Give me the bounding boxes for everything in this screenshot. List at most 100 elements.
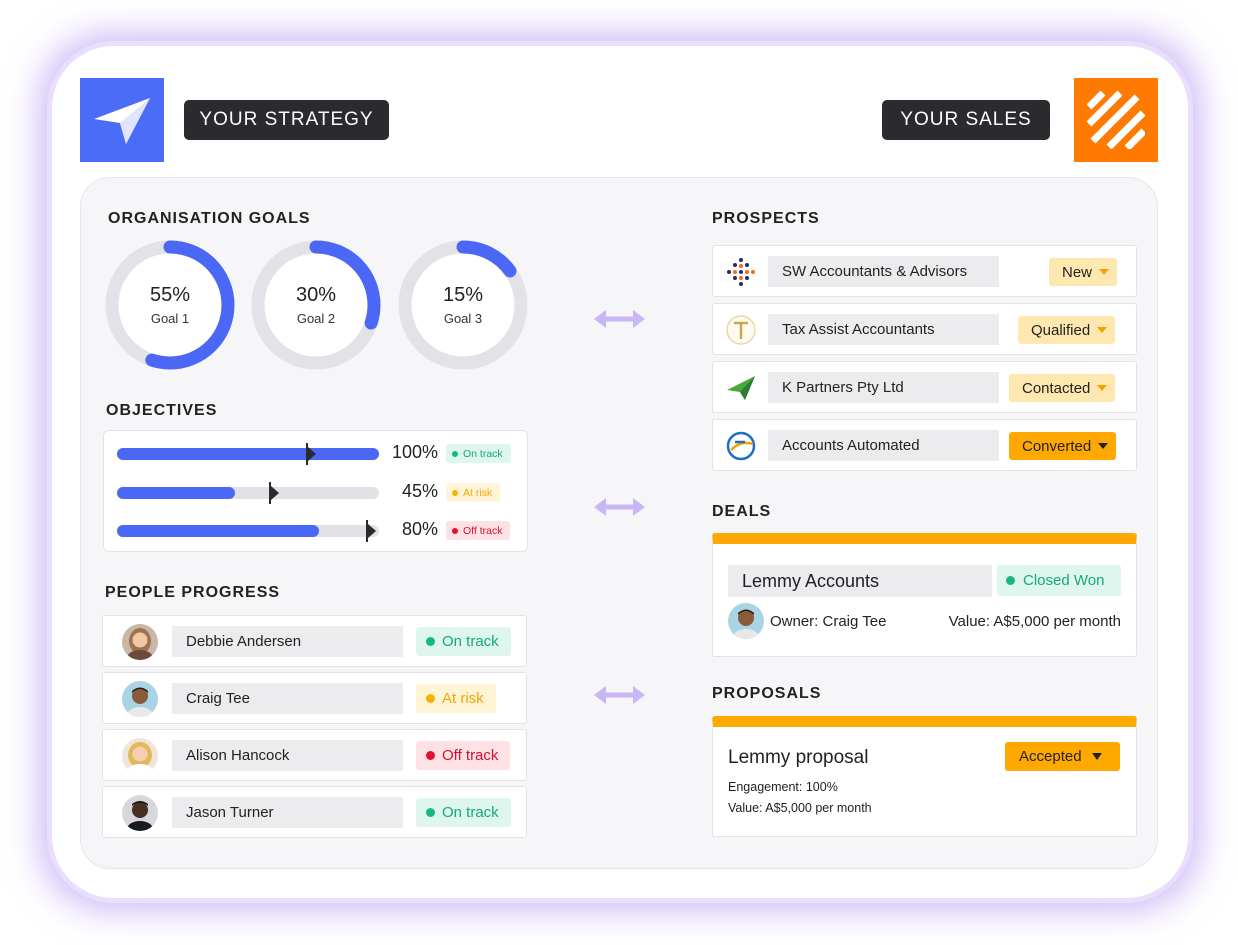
- deal-card[interactable]: Lemmy Accounts Closed Won Owner: Craig T…: [712, 533, 1137, 657]
- proposal-card[interactable]: Lemmy proposal Accepted Engagement: 100%…: [712, 716, 1137, 837]
- proposal-status-dropdown[interactable]: Accepted: [1005, 742, 1120, 771]
- objective-progress-fill: [117, 448, 379, 460]
- prospect-status-text: Qualified: [1031, 321, 1091, 339]
- objective-percent: 80%: [401, 519, 438, 539]
- proposal-engagement: Engagement: 100%: [728, 780, 838, 794]
- tax-assist-logo-icon: [726, 315, 756, 345]
- avatar: [122, 624, 158, 660]
- person-status-text: Off track: [442, 747, 499, 764]
- avatar: [122, 738, 158, 774]
- avatar: [728, 603, 764, 639]
- objective-status-badge: Off track: [446, 521, 511, 540]
- chevron-down-icon: [1099, 269, 1110, 275]
- objective-progress-fill: [117, 487, 235, 499]
- chevron-down-icon: [1091, 753, 1102, 760]
- objective-row: 80% Off track: [104, 518, 529, 542]
- objectives-title: OBJECTIVES: [106, 402, 218, 419]
- goal-donut: 15% Goal 3: [398, 240, 528, 370]
- prospect-row[interactable]: SW Accountants & Advisors New: [712, 245, 1137, 297]
- prospect-row[interactable]: Accounts Automated Converted: [712, 419, 1137, 471]
- person-row[interactable]: Alison Hancock Off track: [102, 729, 527, 781]
- objective-target-marker: [365, 520, 376, 542]
- prospect-name: K Partners Pty Ltd: [768, 372, 999, 403]
- prospect-status-dropdown[interactable]: New: [1049, 258, 1118, 286]
- prospect-status-text: New: [1062, 263, 1093, 281]
- objective-row: 100% On track: [104, 441, 529, 465]
- prospect-name: SW Accountants & Advisors: [768, 256, 999, 287]
- dotted-company-logo-icon: [727, 258, 755, 286]
- status-dot-icon: [452, 527, 458, 534]
- goal-donut: 30% Goal 2: [251, 240, 381, 370]
- two-way-arrow-icon: [594, 498, 645, 516]
- goal-label: Goal 1: [150, 311, 190, 326]
- prospect-status-text: Converted: [1022, 437, 1092, 455]
- two-way-arrow-icon: [594, 686, 645, 704]
- prospect-status-dropdown[interactable]: Qualified: [1018, 316, 1116, 344]
- person-status-badge: On track: [416, 798, 511, 827]
- person-status-badge: At risk: [416, 684, 496, 713]
- goal-percent: 15%: [442, 284, 484, 306]
- globe-logo-icon: [726, 431, 756, 461]
- status-dot-icon: [426, 637, 435, 646]
- status-dot-icon: [426, 808, 435, 817]
- person-name: Debbie Andersen: [172, 626, 403, 657]
- objective-progress-bar: [117, 443, 379, 465]
- objective-status-text: At risk: [463, 486, 493, 499]
- prospect-row[interactable]: Tax Assist Accountants Qualified: [712, 303, 1137, 355]
- objective-target-marker: [305, 443, 316, 465]
- objective-status-badge: On track: [446, 444, 511, 463]
- green-plane-logo-icon: [727, 376, 755, 400]
- chevron-down-icon: [1097, 327, 1108, 333]
- objective-status-text: Off track: [463, 524, 503, 537]
- status-dot-icon: [452, 450, 458, 457]
- your-strategy-label: YOUR STRATEGY: [184, 100, 389, 140]
- prospect-status-dropdown[interactable]: Converted: [1009, 432, 1117, 460]
- person-status-badge: Off track: [416, 741, 511, 770]
- proposal-name: Lemmy proposal: [728, 747, 869, 768]
- objectives-list: 100% On track 45% At risk 80% Off track: [103, 430, 528, 552]
- person-name: Jason Turner: [172, 797, 403, 828]
- avatar: [122, 795, 158, 831]
- prospect-status-text: Contacted: [1022, 379, 1091, 397]
- people-progress-title: PEOPLE PROGRESS: [105, 584, 281, 601]
- objective-progress-bar: [117, 482, 379, 504]
- prospect-status-dropdown[interactable]: Contacted: [1009, 374, 1116, 402]
- person-status-text: On track: [442, 804, 499, 821]
- prospect-name: Accounts Automated: [768, 430, 999, 461]
- organisation-goals-title: ORGANISATION GOALS: [108, 210, 311, 227]
- objective-row: 45% At risk: [104, 480, 529, 504]
- person-status-text: At risk: [442, 690, 484, 707]
- chevron-down-icon: [1097, 385, 1108, 391]
- proposal-value: Value: A$5,000 per month: [728, 801, 872, 815]
- person-row[interactable]: Jason Turner On track: [102, 786, 527, 838]
- status-dot-icon: [1006, 576, 1015, 585]
- proposals-title: PROPOSALS: [712, 685, 822, 702]
- deal-value: Value: A$5,000 per month: [948, 613, 1121, 630]
- objective-progress-fill: [117, 525, 319, 537]
- goal-percent: 55%: [149, 284, 191, 306]
- goal-label: Goal 3: [443, 311, 483, 326]
- avatar: [122, 681, 158, 717]
- objective-percent: 45%: [401, 481, 438, 501]
- status-dot-icon: [426, 751, 435, 760]
- deal-name: Lemmy Accounts: [728, 565, 992, 597]
- deals-title: DEALS: [712, 503, 772, 520]
- objective-progress-bar: [117, 520, 379, 542]
- person-row[interactable]: Craig Tee At risk: [102, 672, 527, 724]
- goal-donut: 55% Goal 1: [105, 240, 235, 370]
- objective-status-text: On track: [463, 447, 503, 460]
- two-way-arrow-icon: [594, 310, 645, 328]
- goal-percent: 30%: [295, 284, 337, 306]
- person-status-text: On track: [442, 633, 499, 650]
- deal-status-text: Closed Won: [1023, 572, 1105, 589]
- prospect-name: Tax Assist Accountants: [768, 314, 999, 345]
- chevron-down-icon: [1098, 443, 1109, 449]
- person-row[interactable]: Debbie Andersen On track: [102, 615, 527, 667]
- goal-label: Goal 2: [296, 311, 336, 326]
- prospect-row[interactable]: K Partners Pty Ltd Contacted: [712, 361, 1137, 413]
- status-dot-icon: [452, 489, 458, 496]
- objective-target-marker: [268, 482, 279, 504]
- paper-plane-logo-icon: [80, 78, 164, 162]
- deal-status-badge: Closed Won: [997, 565, 1121, 596]
- stripes-logo-icon: [1074, 78, 1158, 162]
